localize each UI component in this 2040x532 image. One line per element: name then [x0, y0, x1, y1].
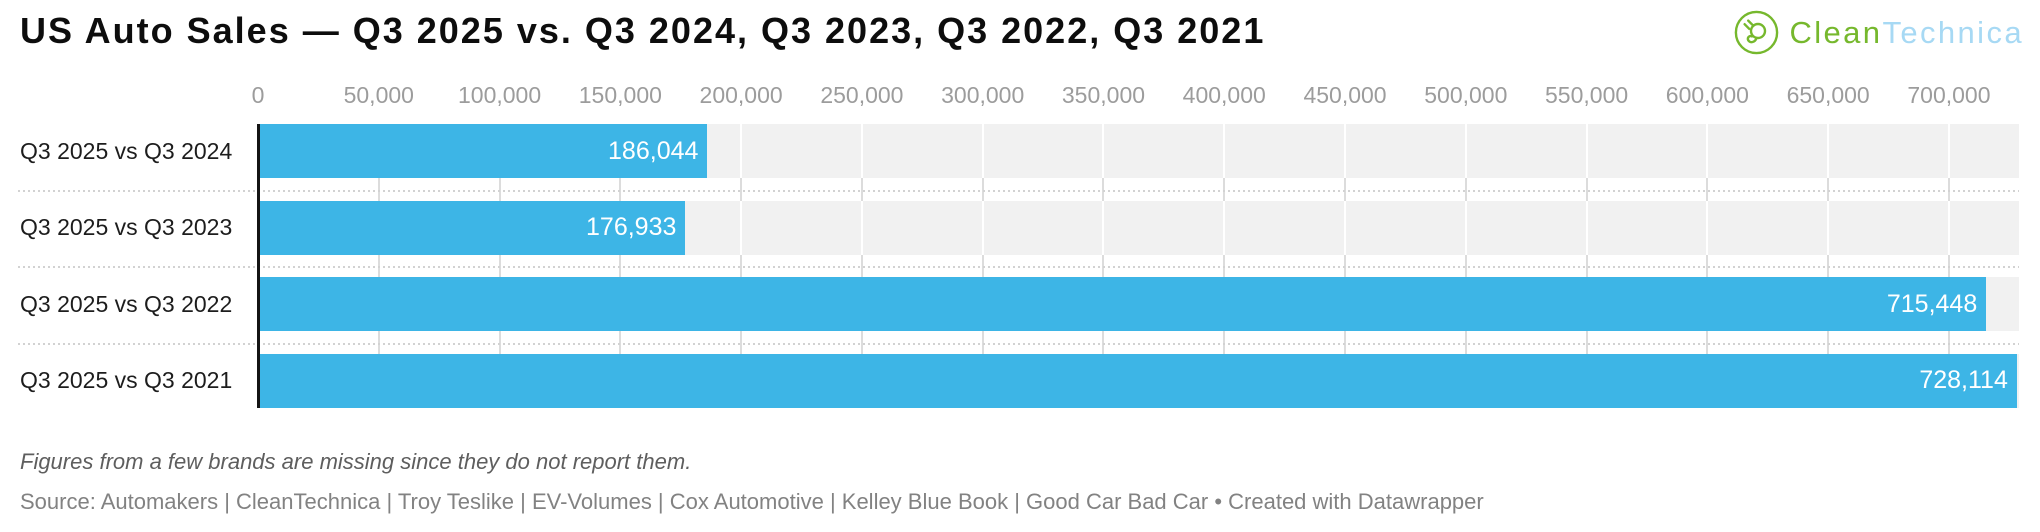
x-axis-tick-label: 100,000 — [457, 82, 542, 108]
x-axis-tick-label: 200,000 — [699, 82, 783, 108]
row-band: 186,044 — [258, 124, 2019, 178]
logo-wordmark: CleanTechnica — [1789, 15, 2024, 51]
band-gridline — [1706, 200, 1709, 255]
x-axis-tick-label: 300,000 — [941, 82, 1025, 108]
x-axis-tick-label: 550,000 — [1545, 82, 1629, 108]
x-axis-tick-label: 50,000 — [343, 82, 414, 108]
band-gridline — [860, 200, 863, 255]
row-separator-dotted — [18, 266, 2019, 268]
bar-value-label: 186,044 — [608, 136, 699, 165]
band-gridline — [860, 124, 863, 178]
x-axis-baseline — [256, 124, 260, 408]
band-gridline — [1947, 124, 1950, 178]
bar: 176,933 — [258, 200, 686, 255]
row-label: Q3 2025 vs Q3 2023 — [20, 214, 233, 240]
x-axis-tick-label: 700,000 — [1907, 82, 1991, 108]
x-axis-tick-label: 450,000 — [1303, 82, 1387, 108]
band-gridline — [1344, 124, 1347, 178]
bar: 715,448 — [258, 277, 1987, 331]
band-gridline — [1102, 124, 1105, 178]
bar-value-label: 715,448 — [1886, 289, 1978, 318]
chart-title: US Auto Sales — Q3 2025 vs. Q3 2024, Q3 … — [20, 10, 1266, 51]
band-gridline — [1223, 124, 1226, 178]
band-gridline — [740, 200, 743, 255]
row-separator-dotted — [18, 189, 2019, 192]
band-gridline — [1827, 200, 1830, 255]
row-band: 176,933 — [258, 200, 2019, 255]
band-gridline — [1464, 200, 1467, 255]
x-axis-tick-label: 400,000 — [1182, 82, 1266, 108]
band-gridline — [740, 124, 743, 178]
cleantechnica-logo: CleanTechnica — [1733, 9, 2024, 56]
bar: 186,044 — [258, 124, 708, 178]
bar-value-label: 176,933 — [586, 213, 677, 241]
band-gridline — [1947, 200, 1950, 255]
x-axis-tick-label: 350,000 — [1061, 82, 1146, 108]
logo-text-clean: Clean — [1789, 14, 1883, 50]
row-separator-dotted — [18, 342, 2019, 345]
band-gridline — [1223, 200, 1226, 255]
band-gridline — [981, 124, 984, 178]
cleantechnica-plug-icon — [1735, 10, 1779, 55]
chart-footnote: Figures from a few brands are missing si… — [20, 449, 692, 474]
band-gridline — [1344, 200, 1347, 255]
band-gridline — [981, 200, 984, 255]
x-axis-tick-label: 0 — [251, 82, 265, 108]
bar: 728,114 — [258, 353, 2017, 408]
band-gridline — [1706, 124, 1709, 178]
band-gridline — [1585, 200, 1588, 255]
chart-source: Source: Automakers | CleanTechnica | Tro… — [20, 489, 1484, 514]
row-label: Q3 2025 vs Q3 2024 — [20, 137, 233, 164]
row-band: 728,114 — [258, 353, 2019, 408]
logo-text-technica: Technica — [1882, 14, 2024, 50]
x-axis-tick-label: 500,000 — [1424, 82, 1508, 108]
row-label: Q3 2025 vs Q3 2021 — [20, 367, 233, 393]
row-band: 715,448 — [258, 277, 2019, 331]
x-axis-tick-label: 250,000 — [820, 82, 904, 108]
band-gridline — [1585, 124, 1588, 178]
bar-value-label: 728,114 — [1919, 366, 2008, 394]
band-gridline — [1464, 124, 1467, 178]
x-axis-tick-label: 600,000 — [1665, 82, 1749, 108]
band-gridline — [1827, 124, 1830, 178]
x-axis-tick-label: 150,000 — [578, 82, 662, 108]
x-axis-tick-label: 650,000 — [1786, 82, 1870, 108]
row-label: Q3 2025 vs Q3 2022 — [20, 290, 233, 317]
band-gridline — [1102, 200, 1105, 255]
